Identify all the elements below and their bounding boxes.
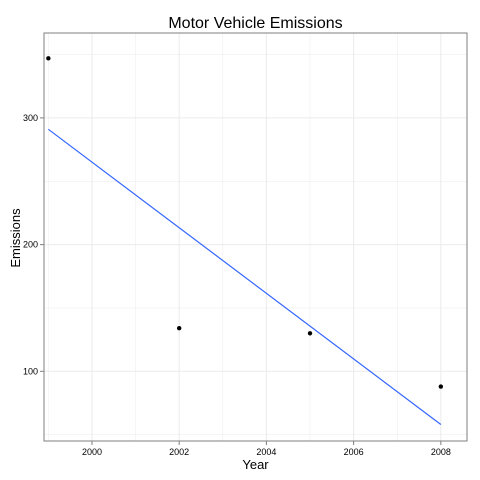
x-axis-title: Year <box>242 457 269 472</box>
trend-line <box>48 128 442 426</box>
x-tick-label: 2006 <box>344 447 364 457</box>
data-point <box>46 56 51 61</box>
plot-panel <box>43 32 468 442</box>
y-axis-title: Emissions <box>8 208 23 268</box>
x-axis: 2000 2002 2004 2006 2008 <box>82 441 451 457</box>
x-tick-label: 2008 <box>431 447 451 457</box>
data-point <box>307 331 313 336</box>
grid <box>44 33 467 441</box>
y-tick-label: 200 <box>23 240 38 250</box>
x-tick-label: 2002 <box>169 447 189 457</box>
chart-title: Motor Vehicle Emissions <box>168 15 342 32</box>
data-point <box>438 384 444 389</box>
x-tick-label: 2004 <box>256 447 276 457</box>
x-tick-label: 2000 <box>82 447 102 457</box>
y-tick-label: 300 <box>23 113 38 123</box>
y-axis: 100 200 300 <box>23 113 44 376</box>
y-tick-label: 100 <box>23 366 38 376</box>
data-point <box>176 326 182 331</box>
data-layer <box>46 56 444 426</box>
